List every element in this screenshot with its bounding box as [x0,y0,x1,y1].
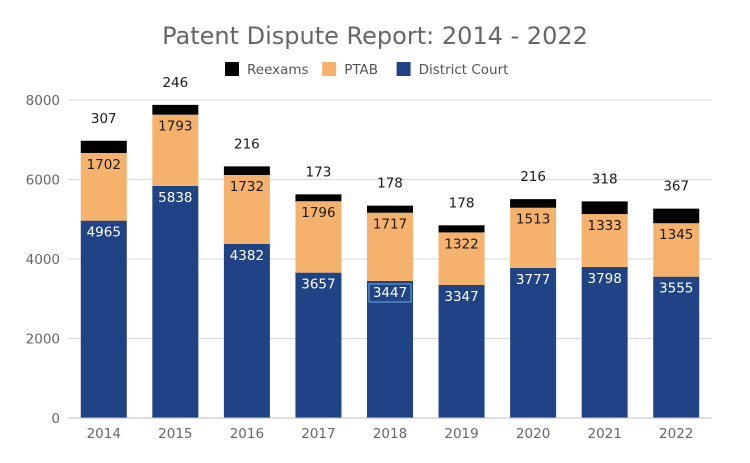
bar-reexams-2019 [438,225,485,233]
data-label-district-court-2020: 3777 [516,272,550,288]
data-label-ptab-2019: 1322 [444,236,478,252]
x-tick-label: 2022 [659,426,693,442]
data-label-reexams-2021: 318 [592,171,618,187]
x-tick-label: 2020 [516,426,550,442]
y-tick-label: 0 [51,411,60,427]
data-label-district-court-2014: 4965 [87,225,121,241]
y-tick-label: 4000 [26,252,60,268]
data-label-district-court-2019: 3347 [444,289,478,305]
bar-ptab-2019 [438,232,485,285]
bar-ptab-2017 [295,201,342,273]
data-label-reexams-2015: 246 [162,75,188,91]
data-label-reexams-2022: 367 [663,179,689,195]
selected-label-box [368,283,412,303]
data-label-reexams-2017: 173 [306,164,332,180]
bar-reexams-2017 [295,194,342,202]
y-tick-label: 2000 [26,332,60,348]
x-tick-label: 2019 [444,426,478,442]
bar-district-court-2018 [367,280,413,418]
x-tick-label: 2015 [158,426,192,442]
bar-reexams-2014 [80,140,127,153]
legend: Reexams PTAB District Court [225,62,508,78]
data-label-reexams-2018: 178 [377,176,403,192]
bar-ptab-2018 [367,212,413,281]
bar-reexams-2022 [653,208,700,224]
x-axis: 2014 2015 2016 2017 2018 2019 2020 2021 2022 [68,417,712,442]
bar-district-court-2017 [295,272,342,418]
legend-swatch-ptab [322,62,337,76]
bar-district-court-2022 [653,276,700,418]
data-label-ptab-2021: 1333 [587,218,621,234]
data-label-district-court-2018: 3447 [373,285,407,301]
bar-district-court-2014 [80,220,127,418]
y-tick-label: 6000 [26,173,60,189]
data-label-ptab-2015: 1793 [158,119,192,135]
data-label-reexams-2016: 216 [234,136,260,152]
legend-label-reexams: Reexams [247,62,309,78]
y-axis: 0 2000 4000 6000 8000 [26,93,60,427]
x-tick-label: 2017 [301,426,335,442]
x-tick-label: 2016 [230,426,264,442]
x-tick-label: 2021 [587,426,621,442]
data-label-ptab-2022: 1345 [659,227,693,243]
y-tick-label: 8000 [26,93,60,109]
chart-title: Patent Dispute Report: 2014 - 2022 [162,22,588,50]
data-label-ptab-2020: 1513 [516,212,550,228]
data-label-district-court-2022: 3555 [659,281,693,297]
data-label-reexams-2014: 307 [91,111,117,127]
legend-label-district-court: District Court [419,62,509,78]
data-label-reexams-2020: 216 [520,169,546,185]
bar-district-court-2019 [438,284,485,418]
bar-ptab-2022 [653,223,700,277]
bar-reexams-2018 [367,205,413,213]
x-tick-label: 2014 [87,426,121,442]
bar-district-court-2015 [152,185,199,418]
data-label-ptab-2016: 1732 [230,179,264,195]
bar-reexams-2020 [510,199,557,208]
bar-ptab-2021 [581,214,628,268]
x-tick-label: 2018 [373,426,407,442]
bar-reexams-2015 [152,104,199,115]
data-label-ptab-2018: 1717 [373,217,407,233]
bar-reexams-2016 [223,166,270,175]
data-label-district-court-2016: 4382 [230,248,264,264]
bar-reexams-2021 [581,201,628,215]
bar-district-court-2020 [510,267,557,418]
bar-district-court-2016 [223,243,270,418]
legend-swatch-reexams [225,62,239,76]
legend-label-ptab: PTAB [344,62,378,78]
plot-area: 4965 1702 307 5838 1793 246 4382 1732 216 3657 179… [80,75,700,418]
data-label-reexams-2019: 178 [449,195,475,211]
data-label-district-court-2015: 5838 [158,190,192,206]
data-label-ptab-2017: 1796 [301,205,335,221]
bar-ptab-2014 [80,152,127,221]
bar-ptab-2020 [510,207,557,268]
data-label-ptab-2014: 1702 [87,157,121,173]
legend-swatch-district-court [396,62,411,76]
bar-district-court-2021 [581,267,628,418]
bar-ptab-2015 [152,114,199,186]
data-label-district-court-2021: 3798 [587,271,621,287]
bar-ptab-2016 [223,174,270,244]
data-label-district-court-2017: 3657 [301,277,335,293]
